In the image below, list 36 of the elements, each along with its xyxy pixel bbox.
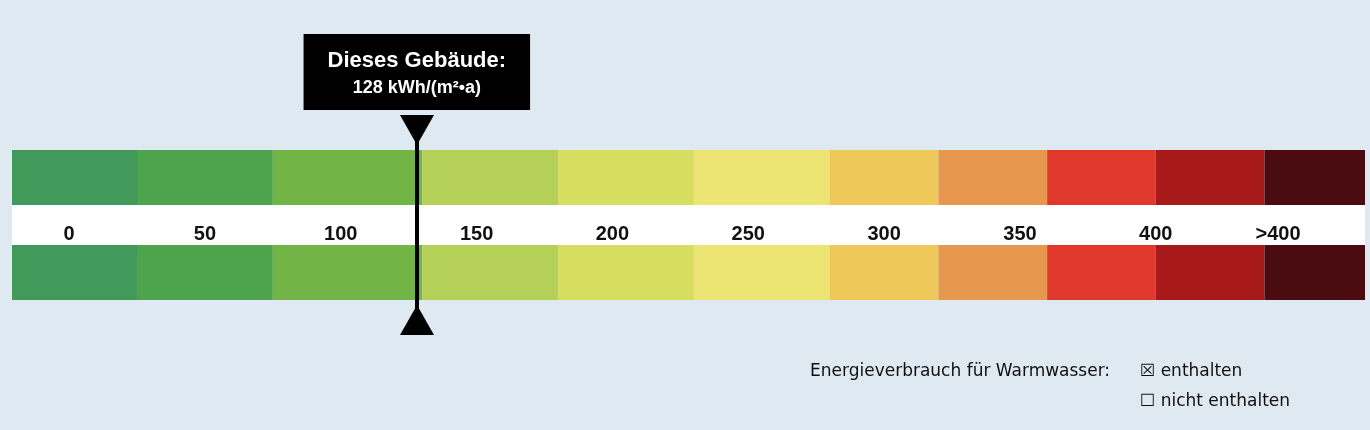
bar <box>829 245 939 300</box>
bar <box>829 150 939 205</box>
x-tick-label: 0 <box>63 222 75 244</box>
bar <box>1264 150 1365 205</box>
bar <box>136 245 273 300</box>
bar <box>938 245 1048 300</box>
bar <box>272 150 423 205</box>
x-tick-label: 300 <box>867 222 901 244</box>
x-tick-label: 350 <box>1003 222 1037 244</box>
bar <box>136 150 273 205</box>
bar <box>1155 150 1265 205</box>
bar <box>693 150 830 205</box>
bar <box>1264 245 1365 300</box>
bar <box>693 245 830 300</box>
bar <box>12 245 137 300</box>
x-tick-label: 200 <box>595 222 630 244</box>
text: ☐ nicht enthalten <box>1140 390 1291 410</box>
bar <box>12 150 137 205</box>
x-tick-label: 400 <box>1139 222 1173 244</box>
x-tick-label: 150 <box>459 222 494 244</box>
x-tick-label: >400 <box>1255 222 1301 244</box>
ref-line-label: Dieses Gebäude: 128 kWh/(m²•a) <box>327 46 507 97</box>
x-tick-label: 250 <box>731 222 765 244</box>
bar <box>422 150 559 205</box>
bar <box>558 150 694 205</box>
bar <box>272 245 423 300</box>
text: ☒ enthalten <box>1140 360 1243 380</box>
bar <box>1047 245 1156 300</box>
bar <box>938 150 1048 205</box>
text: Energieverbrauch für Warmwasser: <box>810 360 1111 380</box>
bar <box>558 245 694 300</box>
bar <box>422 245 559 300</box>
x-tick-label: 100 <box>324 222 358 244</box>
bar <box>1155 245 1265 300</box>
x-tick-label: 50 <box>193 222 217 244</box>
bar <box>1047 150 1156 205</box>
